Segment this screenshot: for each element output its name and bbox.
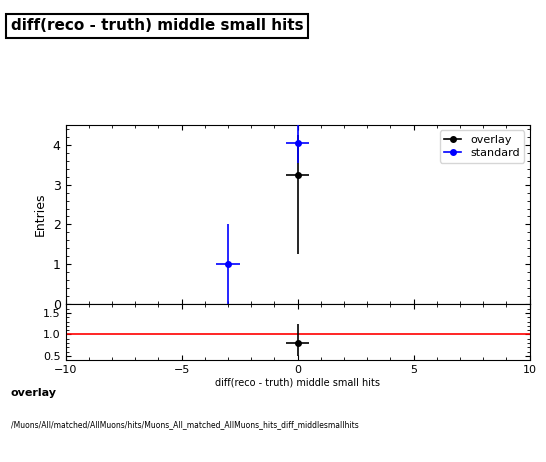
Text: overlay: overlay <box>11 388 57 398</box>
Text: diff(reco - truth) middle small hits: diff(reco - truth) middle small hits <box>11 18 304 33</box>
Y-axis label: Entries: Entries <box>34 193 47 236</box>
Text: /Muons/All/matched/AllMuons/hits/Muons_All_matched_AllMuons_hits_diff_middlesmal: /Muons/All/matched/AllMuons/hits/Muons_A… <box>11 420 359 429</box>
Legend: overlay, standard: overlay, standard <box>440 130 524 163</box>
X-axis label: diff(reco - truth) middle small hits: diff(reco - truth) middle small hits <box>215 378 380 388</box>
